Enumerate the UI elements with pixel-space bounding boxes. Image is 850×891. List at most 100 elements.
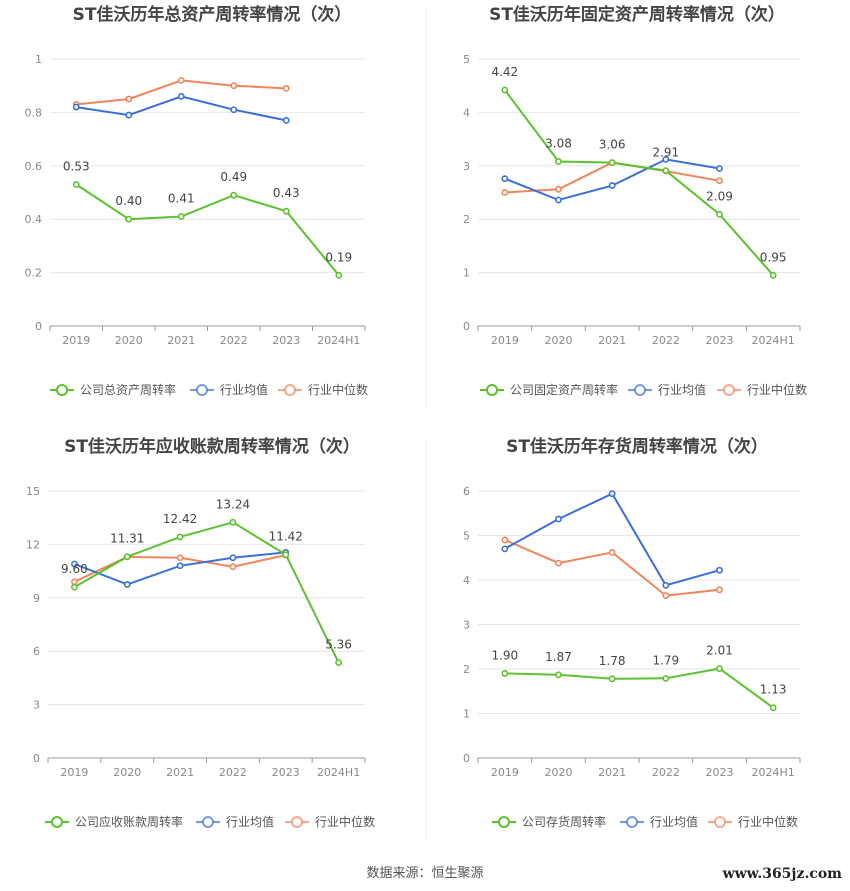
data-point-company [716, 210, 723, 218]
y-tick-label: 0.8 [25, 106, 43, 119]
data-point-industry-median [230, 82, 238, 90]
x-tick-label: 2022 [220, 334, 248, 347]
y-tick-label: 0 [463, 320, 470, 333]
data-label: 1.78 [599, 654, 626, 668]
y-tick-label: 3 [463, 160, 470, 173]
data-point-company [282, 551, 290, 559]
data-point-company [335, 659, 342, 666]
chart-title: ST佳沃历年固定资产周转率情况（次） [489, 4, 785, 25]
y-tick-label: 0.6 [25, 160, 43, 173]
data-point-industry-median [282, 84, 290, 92]
data-label: 11.42 [269, 530, 303, 544]
legend-marker-industry-avg [626, 816, 638, 828]
data-label: 0.19 [325, 250, 352, 264]
series-line-company [504, 667, 774, 709]
legend-label-industry-median: 行业中位数 [747, 382, 807, 397]
x-tick-label: 2023 [706, 766, 734, 779]
data-label: 12.42 [163, 512, 197, 526]
panel-divider-bottom [426, 440, 427, 840]
series-line-industry-median [76, 79, 287, 106]
data-point-company [555, 671, 562, 679]
legend-marker-industry-median [714, 816, 726, 828]
data-point-industry-median [177, 76, 185, 84]
data-point-industry-avg [608, 490, 616, 498]
legend-marker-industry-median [723, 384, 735, 396]
legend-label-industry-avg: 行业均值 [220, 382, 268, 397]
x-tick-label: 2022 [652, 334, 680, 347]
data-point-industry-avg [71, 560, 78, 568]
legend-marker-company [56, 384, 68, 396]
data-label: 1.79 [652, 653, 679, 667]
data-point-industry-avg [555, 196, 562, 204]
data-point-industry-avg [608, 182, 616, 189]
x-tick-label: 2021 [167, 334, 195, 347]
data-point-industry-avg [229, 554, 237, 562]
data-point-company [176, 533, 184, 541]
x-tick-label: 2024H1 [317, 766, 360, 779]
data-point-company [72, 181, 80, 188]
data-point-industry-avg [501, 545, 509, 553]
data-point-industry-median [125, 95, 133, 103]
y-tick-label: 4 [463, 106, 470, 119]
legend-label-company: 公司总资产周转率 [80, 382, 176, 397]
y-tick-label: 4 [463, 574, 470, 587]
y-tick-label: 5 [463, 53, 470, 66]
data-label: 0.95 [760, 250, 787, 264]
data-point-industry-avg [125, 111, 133, 119]
data-label: 1.87 [545, 650, 572, 664]
y-tick-label: 5 [463, 530, 470, 543]
data-point-company [71, 583, 78, 591]
series-line-company [504, 89, 774, 276]
data-point-industry-median [608, 549, 616, 556]
data-point-industry-median [716, 177, 723, 185]
y-tick-label: 0.2 [25, 267, 43, 280]
series-line-industry-median [504, 538, 720, 597]
legend-label-industry-median: 行业中位数 [308, 382, 368, 397]
y-tick-label: 3 [463, 619, 470, 632]
x-tick-label: 2021 [598, 334, 626, 347]
data-label: 2.01 [706, 644, 733, 658]
data-point-industry-median [555, 185, 562, 193]
legend-marker-company [51, 816, 63, 828]
data-point-company [230, 191, 238, 199]
y-tick-label: 0 [463, 752, 470, 765]
legend-marker-industry-median [284, 384, 296, 396]
data-label: 2.91 [652, 146, 679, 160]
data-label: 3.06 [599, 138, 626, 152]
data-label: 0.53 [63, 159, 90, 173]
x-tick-label: 2022 [219, 766, 247, 779]
chart-panel-inventory: ST佳沃历年存货周转率情况（次） 0 1 2 3 4 5 6 2019 2020 2021 2022 2… [425, 432, 850, 867]
data-point-industry-avg [72, 103, 80, 111]
x-tick-label: 2019 [491, 334, 519, 347]
y-tick-label: 1 [463, 708, 470, 721]
data-point-industry-avg [177, 92, 185, 100]
data-point-industry-median [662, 592, 670, 599]
data-point-company [769, 704, 777, 712]
data-label: 1.13 [760, 683, 787, 697]
data-point-company [555, 158, 562, 165]
x-tick-label: 2020 [115, 334, 143, 347]
y-tick-label: 0.4 [25, 213, 43, 226]
x-tick-label: 2024H1 [752, 766, 795, 779]
series-line-industry-avg [504, 492, 720, 587]
chart-title: ST佳沃历年总资产周转率情况（次） [73, 4, 352, 25]
x-tick-label: 2023 [272, 766, 300, 779]
data-point-company [608, 675, 616, 683]
legend-marker-industry-avg [634, 384, 646, 396]
data-point-company [125, 215, 133, 223]
x-tick-label: 2020 [113, 766, 141, 779]
data-label: 5.36 [325, 638, 352, 652]
data-point-industry-median [176, 554, 184, 562]
chart-receivables: ST佳沃历年应收账款周转率情况（次） 0 3 6 9 12 15 2019 2020 2021 20… [26, 436, 375, 829]
y-tick-label: 3 [33, 699, 40, 712]
legend-marker-company [498, 816, 510, 828]
legend-label-industry-median: 行业中位数 [738, 814, 798, 829]
legend-label-industry-avg: 行业均值 [226, 814, 274, 829]
data-label: 0.49 [220, 170, 247, 184]
y-tick-label: 12 [26, 538, 40, 551]
x-tick-label: 2024H1 [752, 334, 795, 347]
data-point-industry-avg [282, 117, 290, 124]
chart-inventory: ST佳沃历年存货周转率情况（次） 0 1 2 3 4 5 6 2019 2020 2021 2022 2… [463, 436, 801, 829]
chart-fixed-assets: ST佳沃历年固定资产周转率情况（次） 0 1 2 3 4 5 2019 2020 2021 2022… [463, 4, 807, 397]
data-point-company [769, 271, 777, 279]
